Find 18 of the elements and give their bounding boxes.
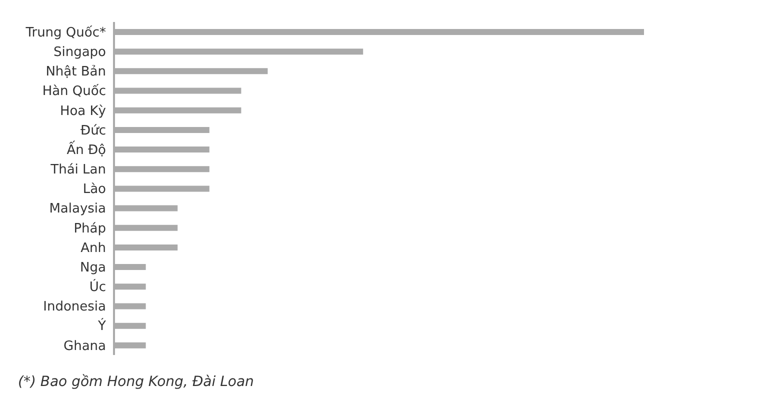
y-tick-label: Thái Lan xyxy=(50,162,106,178)
y-tick-label: Hoa Kỳ xyxy=(60,104,106,119)
y-tick-label: Hàn Quốc xyxy=(42,84,106,100)
y-tick-label: Trung Quốc* xyxy=(24,25,106,40)
y-tick-label: Úc xyxy=(89,278,106,296)
y-tick-label: Indonesia xyxy=(43,300,106,315)
y-tick-label: Singapo xyxy=(53,44,106,60)
y-tick-label: Ý xyxy=(97,317,106,334)
text: (*) Bao gồm Hong Kong, Đài Loan xyxy=(18,374,255,390)
y-tick-label: Lào xyxy=(82,182,106,198)
y-tick-label: Nhật Bản xyxy=(46,64,106,80)
y-tick-label: Nga xyxy=(80,260,106,276)
y-tick-label: Anh xyxy=(80,240,106,256)
y-tick-label: Pháp xyxy=(74,221,106,236)
y-tick-label: Ghana xyxy=(64,338,106,354)
y-tick-label: Ấn Độ xyxy=(66,140,106,158)
y-tick-label: Đức xyxy=(80,123,106,138)
y-tick-label: Malaysia xyxy=(49,202,106,217)
